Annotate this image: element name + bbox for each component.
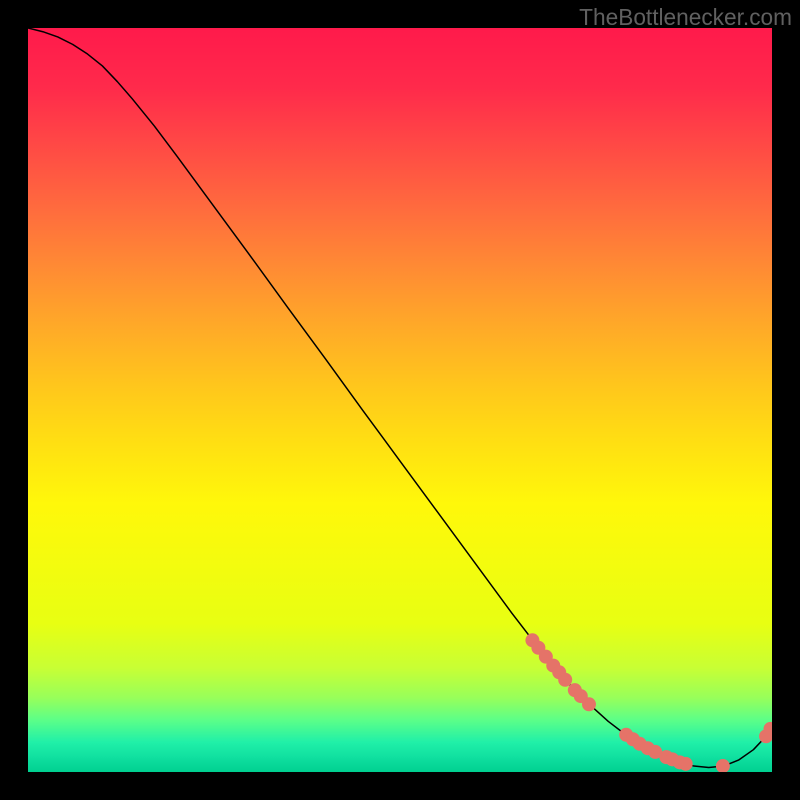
plot-area	[28, 28, 772, 772]
data-point	[582, 697, 596, 711]
watermark-text: TheBottlenecker.com	[579, 4, 792, 31]
data-point	[716, 759, 730, 772]
data-point	[679, 757, 693, 771]
plot-svg	[28, 28, 772, 772]
bottleneck-curve	[28, 28, 772, 768]
chart-stage: TheBottlenecker.com	[0, 0, 800, 800]
